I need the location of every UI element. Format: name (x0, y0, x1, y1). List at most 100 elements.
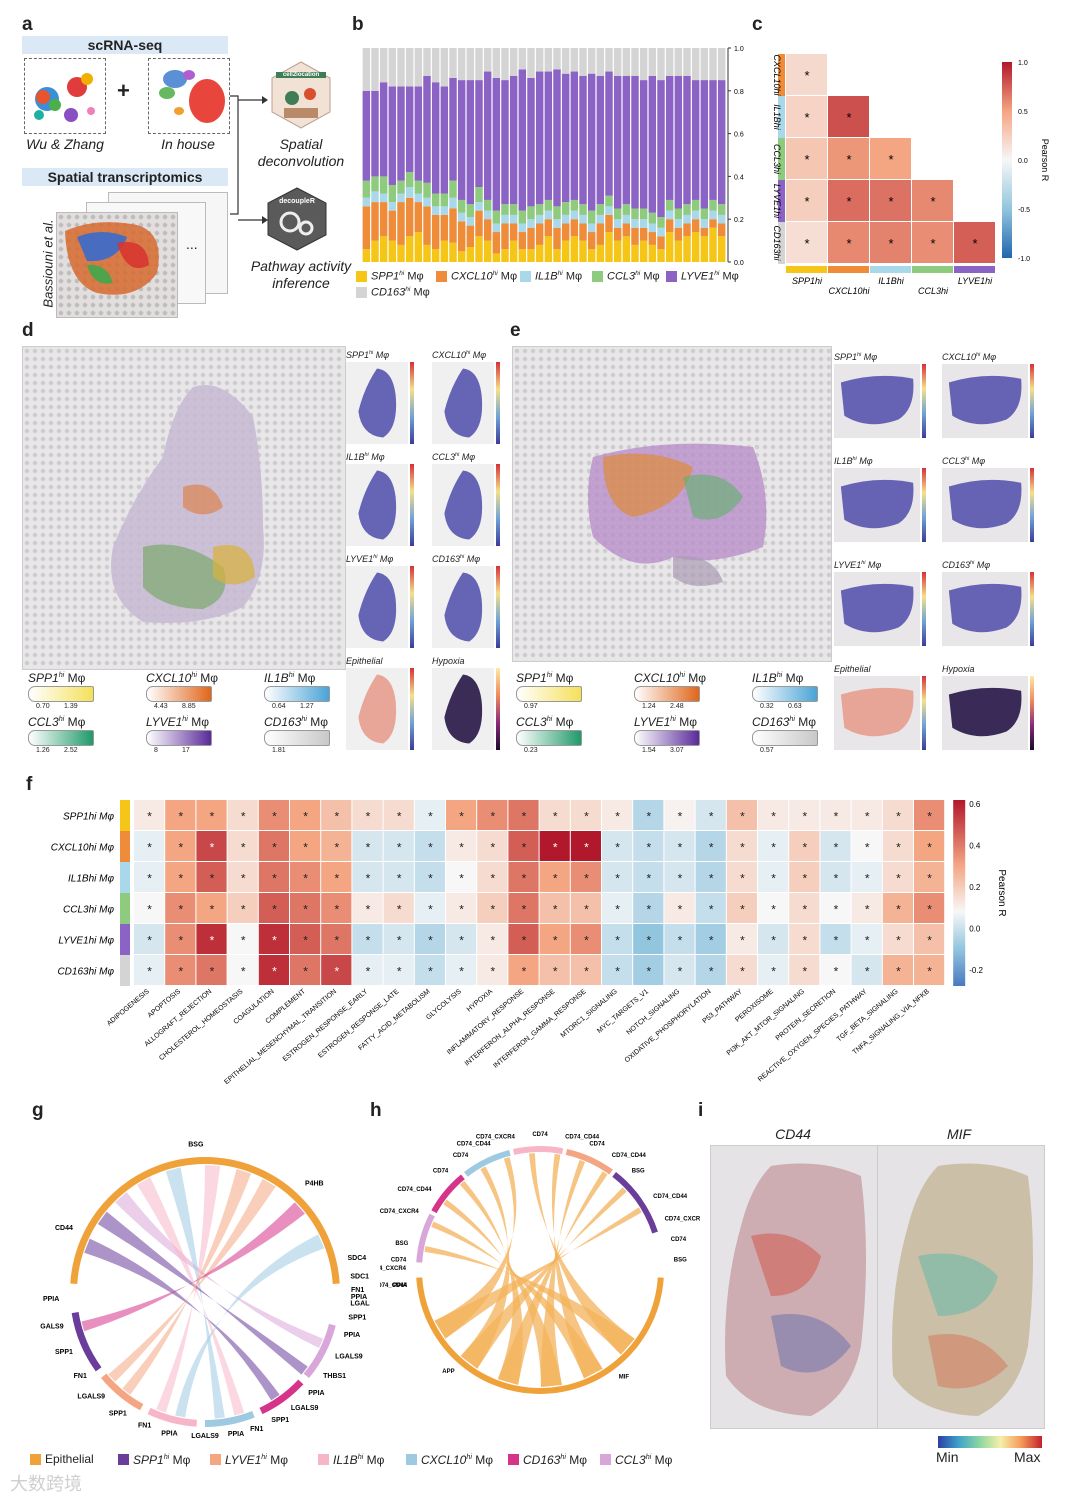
significance-star: * (366, 903, 371, 917)
heat-cell (633, 893, 664, 923)
significance-star: * (646, 903, 651, 917)
heat-cell (726, 893, 757, 923)
heat-cell (258, 955, 289, 985)
significance-star: * (771, 903, 776, 917)
scrna-seq-header: scRNA-seq (22, 36, 228, 54)
heat-cell (664, 831, 695, 861)
significance-star: * (428, 965, 433, 979)
legend-item: CCL3hi Mφ (592, 270, 660, 283)
bar-segment-0-11 (457, 251, 466, 262)
panel-g: BSGP4HBSDC4SDC1CD44PPIALGALS9SPP1FN1LGAL… (36, 1130, 378, 1445)
bar-segment-0-17 (509, 240, 518, 262)
significance-star: * (584, 903, 589, 917)
legend-label: LYVE1hi Mφ (681, 270, 739, 283)
bar-segment-1-2 (379, 202, 388, 237)
legend-swatch (508, 1454, 519, 1465)
significance-star: * (334, 965, 339, 979)
heat-cell (352, 955, 383, 985)
legend-swatch (592, 270, 603, 282)
bar-segment-4-41 (717, 80, 726, 205)
heat-cell (633, 862, 664, 892)
legend-swatch (666, 270, 677, 282)
bar-segment-0-25 (579, 240, 587, 262)
ligand-receptor-label: CD74_CD44 (457, 1141, 492, 1147)
inset-map (432, 668, 494, 750)
gene-label: PPIA (228, 1431, 244, 1438)
heat-cell (758, 800, 789, 830)
ligand-receptor-label: APP (442, 1369, 454, 1375)
significance-star: * (802, 810, 807, 824)
heat-cell (446, 831, 477, 861)
panel-letter-h: h (370, 1100, 382, 1121)
bar-segment-3-5 (405, 172, 414, 188)
heat-cell (570, 831, 601, 861)
significance-star: * (646, 934, 651, 948)
bar-segment-3-17 (509, 204, 518, 215)
heat-cell (196, 831, 227, 861)
bar-segment-3-31 (631, 208, 639, 220)
colorbar-tick: 8 (154, 747, 158, 754)
ligand-receptor-label: CD74_CD44 (380, 1283, 408, 1289)
bar-segment-0-40 (709, 227, 717, 262)
colorbar-tick: 4.43 (154, 703, 168, 710)
bar-segment-2-27 (596, 214, 605, 224)
significance-star: * (896, 810, 901, 824)
row-color-strip (120, 862, 130, 893)
heat-cell (290, 924, 321, 954)
heat-cell (134, 800, 165, 830)
bar-segment-0-30 (622, 236, 631, 262)
heat-cell (539, 893, 570, 923)
panel-c: CXCL10hi * IL1Bhi * * CCL3hi * * * LYVE1hi * * * * CD1… (756, 44, 1076, 304)
colorbar-pill (28, 686, 94, 702)
colorbar-tick: 1.27 (300, 703, 314, 710)
colorbar-tick: 8.85 (182, 703, 196, 710)
heat-cell (290, 800, 321, 830)
chord-link (81, 1202, 305, 1332)
corr-cell (828, 180, 869, 221)
spatial-transcriptomics-header: Spatial transcriptomics (22, 168, 228, 186)
heat-cell (165, 800, 196, 830)
heat-cell (477, 862, 508, 892)
inset-title: Hypoxia (942, 664, 975, 674)
decoupler-badge: decoupleR (279, 198, 315, 205)
colorbar-tick: 1.81 (272, 747, 286, 754)
significance-star: * (678, 841, 683, 855)
colorbar-tick: 1.26 (36, 747, 50, 754)
heat-cell (477, 831, 508, 861)
chord-link (540, 1159, 586, 1387)
heat-cell (820, 955, 851, 985)
chord-link (115, 1192, 324, 1349)
significance-star: * (888, 194, 893, 209)
heat-cell (290, 831, 321, 861)
bar-segment-5-10 (449, 48, 457, 78)
significance-star: * (740, 841, 745, 855)
heat-cell (602, 800, 633, 830)
bar-segment-4-16 (501, 80, 509, 205)
significance-star: * (366, 965, 371, 979)
legend-swatch (30, 1453, 41, 1465)
bar-segment-2-31 (631, 219, 639, 228)
inset-colorbar (410, 362, 414, 444)
bar-segment-0-24 (570, 236, 579, 262)
colorbar-pill (516, 730, 582, 746)
heat-cell (914, 831, 945, 861)
significance-star: * (740, 965, 745, 979)
significance-star: * (459, 841, 464, 855)
col-color-strip (912, 266, 953, 273)
bar-segment-5-36 (674, 48, 683, 76)
bar-segment-1-9 (440, 214, 449, 241)
bar-segment-4-17 (509, 75, 518, 205)
bar-segment-5-39 (700, 48, 709, 81)
bar-segment-2-6 (414, 193, 423, 203)
row-label: CCL3hi Mφ (63, 905, 114, 916)
col-color-strip (786, 266, 827, 273)
colorbar-tick: 0.6 (969, 800, 981, 809)
cell-type-arc (612, 1172, 658, 1234)
heat-cell (570, 893, 601, 923)
inset-map (346, 566, 408, 648)
significance-star: * (930, 236, 935, 251)
col-label: LYVE1hi (958, 276, 993, 286)
heat-cell (726, 800, 757, 830)
row-color-strip (778, 222, 785, 264)
significance-star: * (397, 934, 402, 948)
